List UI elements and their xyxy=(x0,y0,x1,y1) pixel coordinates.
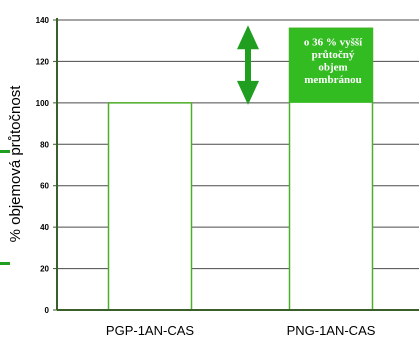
bar-PGP-1AN-CAS xyxy=(107,102,193,311)
y-tick-label-20: 20 xyxy=(40,265,49,274)
arrow-head-up xyxy=(237,25,259,50)
category-label-2: PNG-1AN-CAS xyxy=(287,323,376,338)
annotation-line-1: o 36 % vyšší xyxy=(304,36,363,48)
accent-dash-bottom xyxy=(0,262,10,265)
annotation-box xyxy=(289,28,373,103)
y-tick-label-120: 120 xyxy=(36,57,50,66)
y-ticks: 0 20 40 60 80 100 120 140 xyxy=(36,16,57,315)
annotation-line-4: membránou xyxy=(304,74,361,86)
category-label-1: PGP-1AN-CAS xyxy=(106,323,194,338)
y-axis-title: % objemová průtočnost xyxy=(7,85,24,243)
left-accent-marks xyxy=(0,150,10,265)
annotation-line-2: průtočný xyxy=(312,49,355,61)
category-labels: PGP-1AN-CAS PNG-1AN-CAS xyxy=(106,323,376,338)
y-tick-label-40: 40 xyxy=(40,223,49,232)
y-tick-label-140: 140 xyxy=(36,16,50,25)
accent-dash-top xyxy=(0,150,10,153)
axes xyxy=(56,18,419,311)
y-tick-label-80: 80 xyxy=(40,140,49,149)
arrow-head-down xyxy=(237,80,259,105)
y-tick-label-60: 60 xyxy=(40,182,49,191)
arrow-shaft xyxy=(245,47,251,83)
y-tick-label-100: 100 xyxy=(36,99,50,108)
annotation-line-3: objem xyxy=(318,61,347,73)
y-tick-label-0: 0 xyxy=(45,306,50,315)
